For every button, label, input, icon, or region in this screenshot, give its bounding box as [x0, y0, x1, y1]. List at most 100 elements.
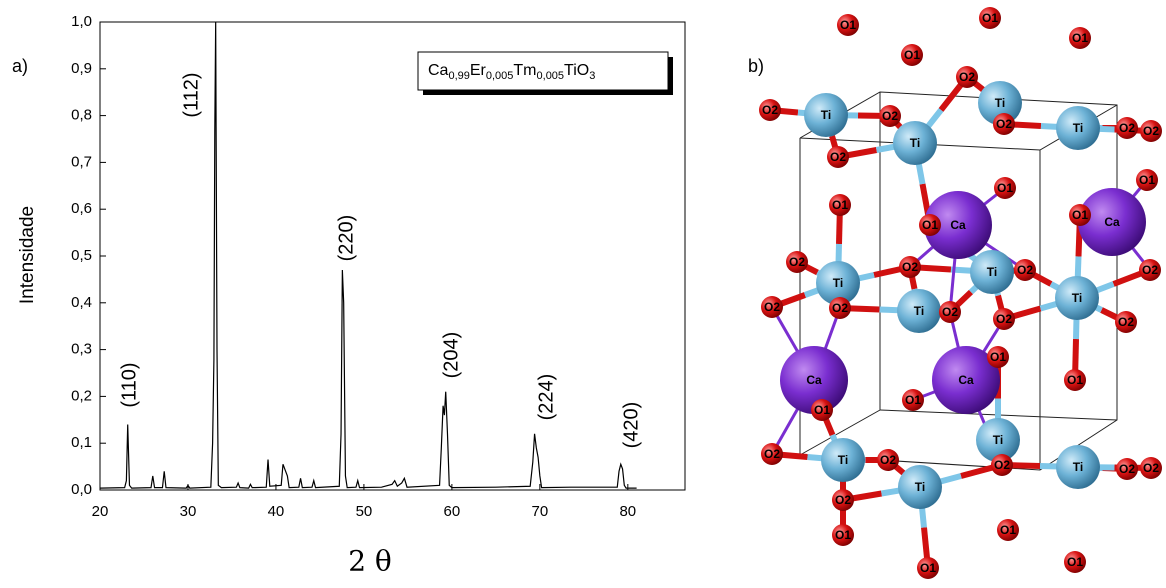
atom-label: O1	[982, 11, 998, 25]
atom-label: O1	[922, 218, 938, 232]
atom-label: O1	[840, 18, 856, 32]
structure: Ti Ti Ti Ti Ti Ti Ti Ti Ti Ti Ti Ti Ca Ca Ca Ca O1 O1 O1 O1…	[759, 7, 1162, 579]
y-tick-label: 0,5	[71, 247, 92, 264]
y-tick-label: 0,4	[71, 294, 92, 311]
atom	[1140, 457, 1162, 479]
atom	[827, 146, 849, 168]
atom-label: O2	[942, 305, 958, 319]
atom-label: O1	[1139, 173, 1155, 187]
atom	[902, 389, 924, 411]
y-axis-label: Intensidade	[17, 206, 38, 304]
atom-label: O2	[789, 255, 805, 269]
atom	[897, 289, 941, 333]
atom	[987, 346, 1009, 368]
atom-label: Ti	[821, 108, 831, 122]
atom	[877, 449, 899, 471]
atom	[1069, 204, 1091, 226]
atom-label: Ti	[915, 480, 925, 494]
y-tick-label: 0,0	[71, 481, 92, 498]
atom	[1136, 169, 1158, 191]
y-tick-label: 0,7	[71, 153, 92, 170]
atom	[832, 489, 854, 511]
atom	[1116, 117, 1138, 139]
atom-label: O2	[1118, 315, 1134, 329]
atom	[991, 454, 1013, 476]
peak-label: (420)	[620, 402, 642, 449]
atom-label: O2	[835, 493, 851, 507]
y-tick-label: 0,9	[71, 60, 92, 77]
y-tick-label: 1,0	[71, 13, 92, 30]
atom-label: O2	[996, 117, 1012, 131]
atom	[970, 250, 1014, 294]
atom-label: O2	[996, 312, 1012, 326]
atom-label: O2	[764, 300, 780, 314]
x-tick-label: 20	[92, 503, 109, 520]
atom	[1014, 259, 1036, 281]
atom-label: Ti	[987, 265, 997, 279]
atom	[804, 93, 848, 137]
atom-label: O1	[990, 350, 1006, 364]
peak-label: (220)	[335, 215, 357, 262]
atom	[1069, 27, 1091, 49]
atom	[1055, 276, 1099, 320]
atom-label: Ti	[1072, 291, 1082, 305]
panel-label: a)	[12, 56, 28, 76]
x-axis-label: 2 θ	[348, 545, 392, 578]
atom	[1115, 311, 1137, 333]
x-tick-label: 80	[619, 503, 636, 520]
atom-label: Ti	[833, 276, 843, 290]
atom	[786, 251, 808, 273]
atom	[829, 194, 851, 216]
atom-label: O1	[835, 528, 851, 542]
atom	[893, 121, 937, 165]
atom	[816, 261, 860, 305]
atom	[924, 191, 992, 259]
atom-label: O1	[1000, 523, 1016, 537]
atom	[899, 256, 921, 278]
atom-label: O2	[764, 447, 780, 461]
atom	[1078, 188, 1146, 256]
atom-label: O2	[1142, 263, 1158, 277]
atom-label: O2	[1119, 121, 1135, 135]
atom	[919, 214, 941, 236]
atom	[811, 399, 833, 421]
atom	[979, 7, 1001, 29]
atom-label: O1	[1067, 373, 1083, 387]
x-tick-label: 50	[356, 503, 373, 520]
atom-label: O2	[1017, 263, 1033, 277]
y-tick-label: 0,6	[71, 200, 92, 217]
atom	[993, 308, 1015, 330]
atom	[837, 14, 859, 36]
legend-entry: Ca0,99Er0,005Tm0,005TiO3	[428, 62, 595, 82]
atom	[1140, 120, 1162, 142]
x-tick-label: 30	[180, 503, 197, 520]
atom	[932, 346, 1000, 414]
peak-label: (110)	[118, 362, 140, 407]
atom-label: O2	[762, 103, 778, 117]
atom-label: O1	[814, 403, 830, 417]
atom-label: Ti	[995, 96, 1005, 110]
atom-label: Ti	[914, 304, 924, 318]
atom	[780, 346, 848, 414]
atom-label: O1	[1072, 208, 1088, 222]
atom-label: Ti	[910, 136, 920, 150]
legend-box	[417, 51, 669, 91]
atom-label: O2	[1143, 124, 1159, 138]
x-tick-label: 40	[268, 503, 285, 520]
atom	[761, 296, 783, 318]
atom	[759, 99, 781, 121]
peak-label: (204)	[440, 332, 462, 379]
x-tick-label: 60	[444, 503, 461, 520]
y-tick-label: 0,2	[71, 387, 92, 404]
atom-label: O1	[997, 181, 1013, 195]
atom-label: O2	[902, 260, 918, 274]
atom-label: O2	[830, 150, 846, 164]
atom	[832, 524, 854, 546]
atom	[901, 44, 923, 66]
atom-label: Ca	[958, 373, 974, 387]
atom	[1056, 445, 1100, 489]
atom-label: O2	[1143, 461, 1159, 475]
atom	[1064, 551, 1086, 573]
atom	[978, 81, 1022, 125]
